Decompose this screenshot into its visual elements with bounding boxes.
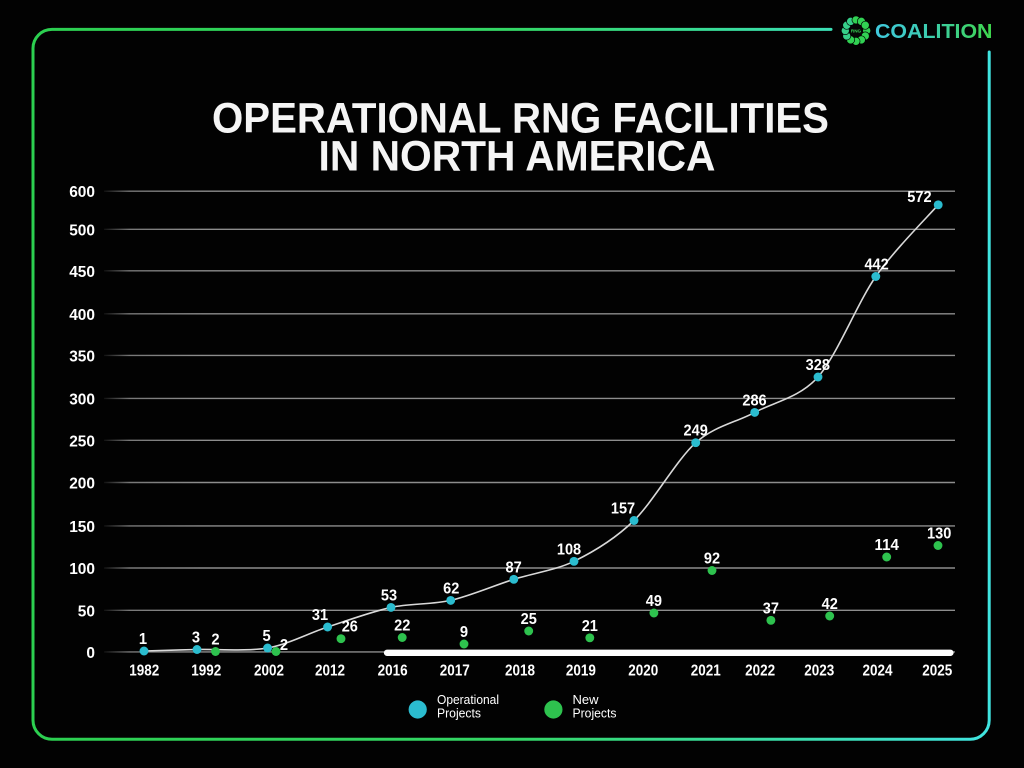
svg-text:53: 53 <box>381 587 397 604</box>
svg-text:1: 1 <box>139 631 147 648</box>
svg-text:25: 25 <box>521 611 537 628</box>
svg-text:200: 200 <box>69 476 95 493</box>
svg-text:3: 3 <box>192 630 200 647</box>
svg-text:IN NORTH AMERICA: IN NORTH AMERICA <box>319 133 716 181</box>
svg-text:22: 22 <box>394 618 410 635</box>
svg-text:OPERATIONAL RNG FACILITIES: OPERATIONAL RNG FACILITIES <box>212 95 829 143</box>
svg-text:286: 286 <box>742 392 766 409</box>
svg-text:2016: 2016 <box>378 663 408 680</box>
svg-text:2: 2 <box>280 637 288 654</box>
svg-text:249: 249 <box>684 423 708 440</box>
svg-text:150: 150 <box>69 519 95 536</box>
svg-text:Projects: Projects <box>573 707 617 721</box>
svg-text:572: 572 <box>907 189 931 206</box>
svg-text:5: 5 <box>263 628 271 645</box>
svg-text:21: 21 <box>582 618 598 635</box>
svg-text:100: 100 <box>69 561 95 578</box>
svg-text:108: 108 <box>557 541 581 558</box>
svg-text:500: 500 <box>69 222 95 239</box>
svg-text:COALITION: COALITION <box>875 20 993 43</box>
svg-text:2023: 2023 <box>804 663 834 680</box>
svg-text:2002: 2002 <box>254 663 284 680</box>
svg-text:328: 328 <box>806 357 830 374</box>
svg-text:RNG: RNG <box>851 28 862 33</box>
svg-text:9: 9 <box>460 624 468 641</box>
svg-text:2024: 2024 <box>863 663 893 680</box>
svg-text:2022: 2022 <box>745 663 775 680</box>
svg-text:2021: 2021 <box>691 663 721 680</box>
svg-text:Operational: Operational <box>437 693 499 707</box>
svg-text:New: New <box>573 693 600 707</box>
svg-text:50: 50 <box>78 603 95 620</box>
svg-text:157: 157 <box>611 501 635 518</box>
svg-text:1992: 1992 <box>191 663 221 680</box>
svg-text:49: 49 <box>646 593 662 610</box>
svg-text:92: 92 <box>704 551 720 568</box>
svg-text:1982: 1982 <box>129 663 159 680</box>
svg-text:31: 31 <box>312 607 328 624</box>
svg-text:2017: 2017 <box>440 663 470 680</box>
svg-text:2025: 2025 <box>922 663 952 680</box>
svg-text:2019: 2019 <box>566 663 596 680</box>
svg-text:26: 26 <box>342 619 358 636</box>
svg-text:2: 2 <box>211 632 219 649</box>
svg-text:62: 62 <box>443 580 459 597</box>
svg-text:300: 300 <box>69 391 95 408</box>
svg-text:450: 450 <box>69 264 95 281</box>
svg-text:442: 442 <box>864 257 888 274</box>
svg-text:Projects: Projects <box>437 707 481 721</box>
svg-text:250: 250 <box>69 433 95 450</box>
svg-text:0: 0 <box>86 645 95 662</box>
svg-text:350: 350 <box>69 348 95 365</box>
svg-text:2018: 2018 <box>505 663 535 680</box>
svg-text:37: 37 <box>763 600 779 617</box>
svg-text:400: 400 <box>69 307 95 324</box>
svg-text:2020: 2020 <box>628 663 658 680</box>
svg-text:114: 114 <box>875 537 899 554</box>
svg-text:42: 42 <box>822 596 838 613</box>
svg-text:87: 87 <box>506 559 522 576</box>
svg-text:130: 130 <box>927 526 951 543</box>
svg-text:2012: 2012 <box>315 663 345 680</box>
svg-text:600: 600 <box>69 184 95 201</box>
